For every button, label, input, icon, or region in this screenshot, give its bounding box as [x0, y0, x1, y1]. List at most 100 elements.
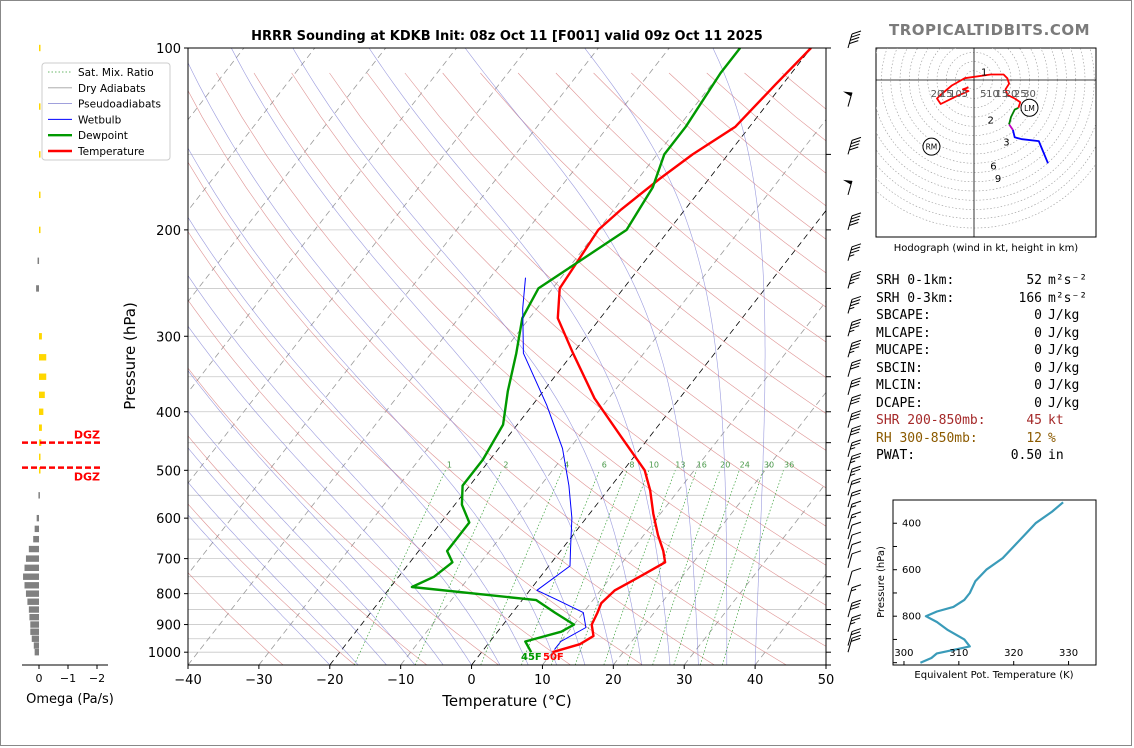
wind-barb [847, 567, 862, 586]
wind-barb-feather [850, 602, 861, 607]
temp-tick-label: −10 [387, 673, 414, 688]
wind-barb-feather [850, 246, 861, 251]
omega-bar [39, 354, 47, 361]
index-row: SHR 200-850mb: 45 kt [876, 412, 1116, 430]
wind-barb-staff [847, 514, 853, 530]
dry-adiabat-line [188, 89, 787, 665]
mixing-ratio-label: 30 [764, 460, 774, 469]
omega-bar [39, 424, 42, 431]
index-label: SRH 0-3km: [876, 290, 955, 306]
wind-barb-feather [851, 599, 862, 604]
skewt-axes-frame [187, 47, 827, 666]
wind-barb [847, 599, 862, 618]
wind-barb-feather [850, 380, 861, 385]
dry-adiabat-line [442, 72, 826, 414]
sounding-indices: SRH 0-1km: 52 m²s⁻² SRH 0-3km: 166 m²s⁻² SBCAP… [876, 272, 1116, 465]
omega-bar [28, 606, 39, 613]
wind-barb-feather [851, 439, 862, 444]
wind-barb-feather [851, 521, 862, 526]
chart-title: HRRR Sounding at KDKB Init: 08z Oct 11 [… [251, 29, 763, 44]
wind-barb-half-feather [850, 473, 856, 476]
wind-barb-staff [847, 603, 853, 618]
pseudoadiabat-line [188, 275, 501, 665]
isotherm-line [258, 48, 741, 665]
mixing-ratio-label: 1 [447, 460, 452, 469]
wind-barb [847, 439, 862, 457]
wind-barb-staff [847, 33, 853, 49]
wind-barb-feather [850, 456, 861, 460]
wind-barb [847, 584, 862, 602]
hodograph-height-label: 6 [990, 162, 996, 173]
pseudoadiabat-line [368, 48, 671, 665]
mixing-ratio-label: 20 [720, 460, 730, 469]
wind-barb-staff [847, 274, 853, 289]
dry-adiabat-line [517, 72, 826, 343]
omega-bar [39, 191, 41, 199]
pseudoadiabat-line [188, 325, 472, 665]
wind-barb-half-feather [850, 621, 856, 625]
dry-adiabat-line [188, 299, 571, 665]
mixing-ratio-label: 36 [784, 460, 794, 469]
profile-wetbulb [522, 277, 587, 650]
wind-barb [847, 243, 862, 261]
mixing-ratio-label: 24 [740, 460, 750, 469]
omega-bar [39, 391, 45, 399]
pseudoadiabat-line [188, 447, 387, 665]
wind-barb [847, 465, 862, 484]
omega-bar [24, 582, 39, 589]
wind-barb-feather [849, 40, 859, 45]
wind-barb-feather [851, 511, 862, 516]
wind-barb-feather [851, 270, 862, 275]
wind-barb-staff [847, 631, 853, 646]
wind-barb [847, 377, 862, 395]
storm-motion-marker [1020, 98, 1039, 117]
temp-tick-label: −20 [316, 673, 343, 688]
hodograph-caption: Hodograph (wind in kt, height in km) [894, 243, 1079, 254]
omega-bar [39, 151, 41, 158]
omega-bar [39, 226, 41, 234]
wind-barb [847, 521, 862, 540]
wind-barb-feather [851, 212, 862, 217]
brand-watermark: TROPICALTIDBITS.COM [889, 21, 1090, 39]
wind-barb [847, 270, 862, 289]
mixing-ratio-line [353, 470, 446, 665]
pressure-tick-label: 900 [156, 619, 181, 634]
hodograph-trace [1008, 123, 1014, 131]
pressure-tick-label: 1000 [148, 646, 181, 661]
dry-adiabat-line [188, 572, 284, 665]
wind-barb-half-feather [849, 254, 855, 257]
theta-e-frame [892, 499, 1097, 666]
isotherm-line [188, 48, 670, 665]
wind-barb-feather [851, 531, 862, 536]
omega-bar [24, 564, 39, 572]
wind-barb-feather [850, 606, 860, 611]
wind-barb-feather [851, 628, 862, 633]
omega-bar [29, 613, 39, 621]
wind-barb [847, 541, 862, 559]
wind-barb-feather [850, 617, 861, 622]
index-unit: m²s⁻² [1048, 273, 1088, 288]
temp-tick-label: 30 [676, 673, 693, 688]
omega-bar [39, 333, 42, 340]
omega-bar [28, 545, 39, 553]
wind-barb-half-feather [850, 515, 857, 519]
wind-barb-feather [851, 425, 862, 430]
wind-barb-feather [851, 584, 862, 589]
wind-barb-staff [847, 525, 853, 540]
wind-barb-feather [850, 442, 861, 447]
dry-adiabat-line [188, 435, 428, 665]
index-label: SBCAPE: [876, 308, 931, 323]
wind-barb-staff [847, 413, 853, 428]
pseudoadiabat-line [584, 48, 728, 665]
isotherm-line [188, 48, 457, 393]
theta-e-xlabel: Equivalent Pot. Temperature (K) [914, 670, 1073, 681]
pseudoadiabat-line [292, 48, 642, 665]
index-value: 0 [1034, 308, 1042, 323]
mixing-ratio-label: 8 [629, 460, 634, 469]
wind-barb-feather [851, 541, 862, 546]
index-unit: J/kg [1048, 360, 1080, 376]
isotherm-line [612, 391, 826, 665]
omega-bar [23, 573, 39, 580]
mixing-ratio-label: 6 [602, 460, 607, 469]
